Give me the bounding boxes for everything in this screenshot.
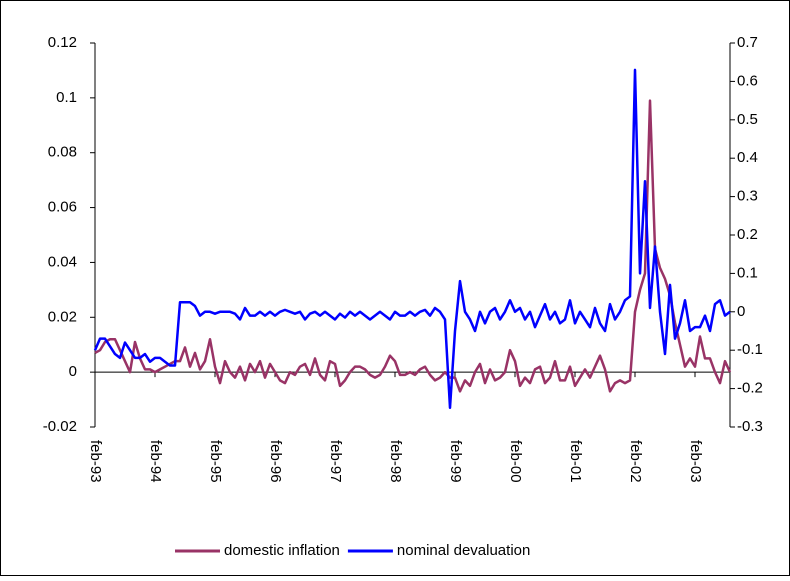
x-tick-label: feb-02 — [627, 440, 644, 483]
y-tick-label: 0 — [69, 363, 77, 380]
y2-tick-label: 0 — [737, 303, 745, 320]
y2-tick-label: 0.1 — [737, 264, 758, 281]
x-tick-label: feb-99 — [447, 440, 464, 483]
x-tick-label: feb-95 — [207, 440, 224, 483]
y-tick-label: 0.12 — [48, 34, 77, 51]
y2-tick-label: 0.5 — [737, 111, 758, 128]
x-tick-label: feb-93 — [87, 440, 104, 483]
series-line — [93, 68, 731, 410]
x-tick-label: feb-00 — [507, 440, 524, 483]
y-tick-label: 0.08 — [48, 144, 77, 161]
x-tick-label: feb-03 — [687, 440, 704, 483]
x-tick-label: feb-98 — [387, 440, 404, 483]
y-tick-label: -0.02 — [43, 418, 77, 435]
legend-label: nominal devaluation — [397, 542, 530, 559]
y2-tick-label: -0.2 — [737, 380, 763, 397]
y-tick-label: 0.06 — [48, 199, 77, 216]
y2-tick-label: 0.3 — [737, 188, 758, 205]
y-tick-label: 0.02 — [48, 308, 77, 325]
x-tick-label: feb-01 — [567, 440, 584, 483]
y2-tick-label: -0.1 — [737, 341, 763, 358]
y2-tick-label: 0.7 — [737, 34, 758, 51]
y2-tick-label: 0.4 — [737, 149, 758, 166]
y2-tick-label: 0.6 — [737, 72, 758, 89]
y2-tick-label: 0.2 — [737, 226, 758, 243]
x-tick-label: feb-96 — [267, 440, 284, 483]
y-tick-label: 0.04 — [48, 253, 77, 270]
x-tick-label: feb-97 — [327, 440, 344, 483]
y-tick-label: 0.1 — [56, 89, 77, 106]
series-line — [94, 99, 732, 393]
x-tick-label: feb-94 — [147, 440, 164, 483]
y2-tick-label: -0.3 — [737, 418, 763, 435]
legend-label: domestic inflation — [224, 542, 340, 559]
